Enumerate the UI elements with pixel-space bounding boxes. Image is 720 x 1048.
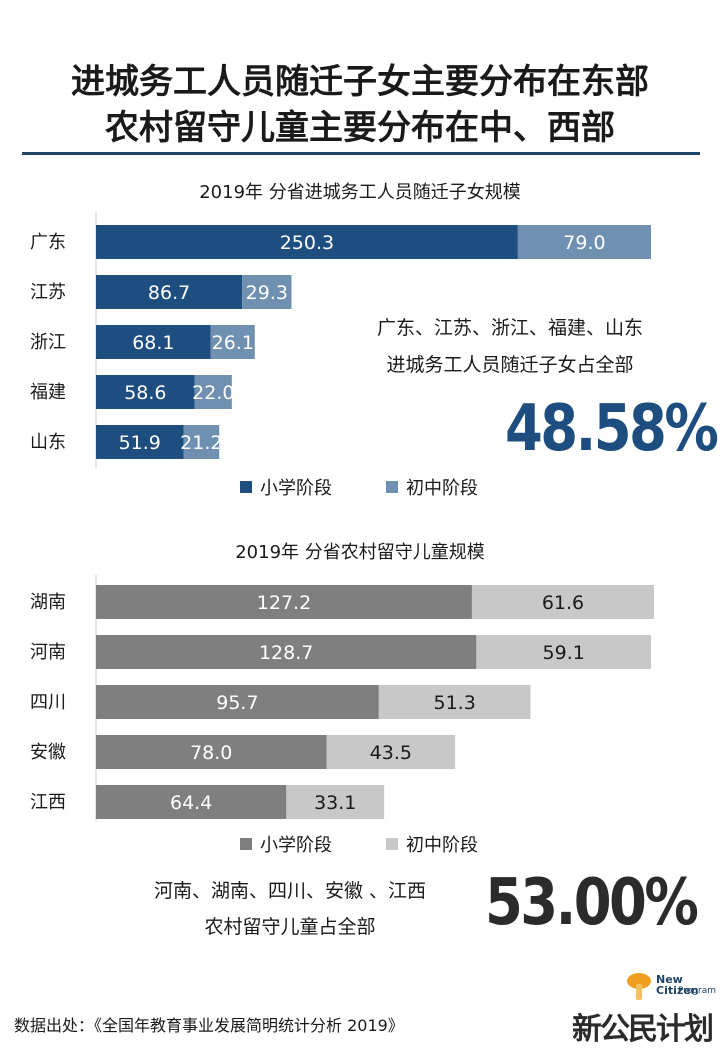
bar-segment <box>471 585 654 619</box>
page-title-line1: 进城务工人员随迁子女主要分布在东部 <box>71 62 649 102</box>
category-label: 山东 <box>30 432 66 453</box>
category-label: 广东 <box>30 232 66 253</box>
legend-label: 初中阶段 <box>406 835 478 856</box>
logo-en-line2: Program <box>678 986 716 996</box>
bar-segment <box>242 275 292 309</box>
category-label: 江苏 <box>30 282 66 303</box>
bar-value-label: 29.3 <box>246 282 288 304</box>
summary2-line2: 农村留守儿童占全部 <box>204 916 376 938</box>
summary2-line1: 河南、湖南、四川、安徽 、江西 <box>153 880 427 902</box>
bar-segment <box>96 785 287 819</box>
legend-swatch <box>386 838 398 850</box>
logo-en-line1: New Citizen <box>656 973 699 997</box>
category-label: 湖南 <box>30 592 66 613</box>
bar-segment <box>96 585 472 619</box>
bar-value-label: 64.4 <box>170 792 212 814</box>
legend-swatch <box>240 481 252 493</box>
category-label: 安徽 <box>30 742 66 763</box>
bar-segment <box>476 635 652 669</box>
bar-segment <box>96 375 195 409</box>
bar-value-label: 95.7 <box>216 692 258 714</box>
bar-segment <box>286 785 385 819</box>
bar-segment <box>378 685 531 719</box>
bar-value-label: 58.6 <box>124 382 166 404</box>
bar-value-label: 43.5 <box>370 742 412 764</box>
bar-value-label: 51.3 <box>433 692 475 714</box>
mushroom-logo-icon <box>627 973 651 1000</box>
bar-value-label: 21.2 <box>180 432 222 454</box>
category-label: 江西 <box>30 792 66 813</box>
legend-swatch <box>240 838 252 850</box>
category-label: 四川 <box>30 692 66 713</box>
legend-swatch <box>386 481 398 493</box>
data-source: 数据出处：《全国年教育事业发展简明统计分析 2019》 <box>14 1016 404 1035</box>
summary1-line1: 广东、江苏、浙江、福建、山东 <box>376 317 643 339</box>
legend-label: 小学阶段 <box>260 478 332 499</box>
bar-value-label: 128.7 <box>259 642 313 664</box>
summary1-line2: 进城务工人员随迁子女占全部 <box>386 354 634 376</box>
bar-value-label: 86.7 <box>148 282 190 304</box>
category-label: 河南 <box>30 642 66 663</box>
bar-segment <box>194 375 232 409</box>
summary2-percent: 53.00% <box>485 866 699 940</box>
bar-segment <box>96 425 184 459</box>
legend-label: 小学阶段 <box>260 835 332 856</box>
bar-segment <box>326 735 456 769</box>
bar-segment <box>96 635 477 669</box>
bar-value-label: 33.1 <box>314 792 356 814</box>
bar-segment <box>96 225 518 259</box>
bar-segment <box>96 325 211 359</box>
bar-value-label: 22.0 <box>192 382 234 404</box>
bar-value-label: 250.3 <box>280 232 334 254</box>
bar-value-label: 61.6 <box>542 592 584 614</box>
logo-cn: 新公民计划 <box>572 1012 714 1047</box>
summary1-percent: 48.58% <box>505 392 719 466</box>
bar-value-label: 51.9 <box>119 432 161 454</box>
bar-segment <box>517 225 651 259</box>
bar-segment <box>183 425 220 459</box>
chart-title: 2019年 分省进城务工人员随迁子女规模 <box>199 182 521 203</box>
bar-segment <box>210 325 255 359</box>
bar-value-label: 79.0 <box>563 232 605 254</box>
bar-value-label: 26.1 <box>212 332 254 354</box>
category-label: 浙江 <box>30 332 66 353</box>
category-label: 福建 <box>30 382 66 403</box>
bar-value-label: 59.1 <box>543 642 585 664</box>
legend-label: 初中阶段 <box>406 478 478 499</box>
chart-title: 2019年 分省农村留守儿童规模 <box>235 542 485 563</box>
logo: New Citizen Program 新公民计划 <box>560 968 720 1047</box>
bar-value-label: 78.0 <box>190 742 232 764</box>
bar-value-label: 68.1 <box>132 332 174 354</box>
title-divider <box>22 152 700 155</box>
bar-value-label: 127.2 <box>257 592 311 614</box>
page-title-line2: 农村留守儿童主要分布在中、西部 <box>105 108 615 148</box>
bar-segment <box>96 735 327 769</box>
bar-segment <box>96 685 379 719</box>
bar-segment <box>96 275 243 309</box>
